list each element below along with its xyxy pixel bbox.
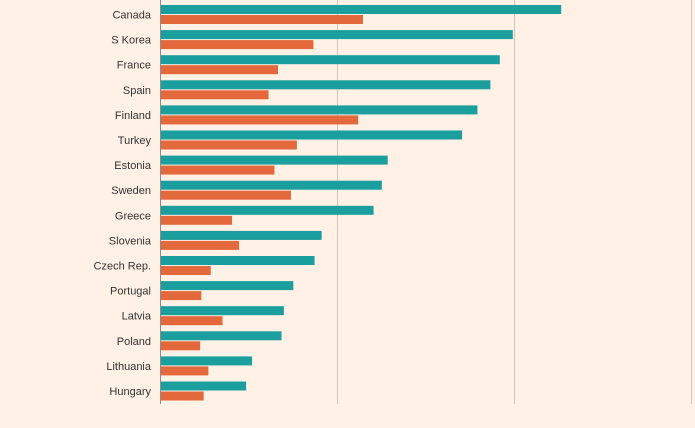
category-label-greece: Greece [115, 210, 151, 222]
gridlines [337, 0, 692, 404]
bar-lithuania-series-1 [160, 356, 253, 366]
category-label-turkey: Turkey [118, 135, 152, 147]
bar-s-korea-series-2 [160, 40, 314, 50]
category-label-canada: Canada [112, 10, 151, 22]
bar-latvia-series-1 [160, 306, 284, 316]
category-label-czech-rep: Czech Rep. [94, 261, 151, 273]
bar-sweden-series-1 [160, 180, 382, 190]
bar-s-korea-series-1 [160, 30, 513, 40]
bars [160, 5, 562, 401]
bar-spain-series-2 [160, 90, 269, 100]
bar-czech-rep-series-2 [160, 266, 211, 275]
category-label-latvia: Latvia [122, 311, 152, 323]
category-label-sweden: Sweden [111, 185, 151, 197]
category-label-hungary: Hungary [109, 386, 151, 398]
category-label-lithuania: Lithuania [106, 361, 152, 373]
bar-poland-series-1 [160, 331, 282, 341]
bar-greece-series-1 [160, 205, 374, 215]
bar-slovenia-series-1 [160, 230, 322, 240]
bar-hungary-series-1 [160, 381, 247, 391]
bar-portugal-series-2 [160, 291, 202, 301]
bar-estonia-series-1 [160, 155, 388, 165]
bar-turkey-series-1 [160, 130, 463, 140]
bar-hungary-series-2 [160, 391, 204, 401]
bar-turkey-series-2 [160, 140, 297, 150]
bar-greece-series-2 [160, 215, 232, 225]
bar-latvia-series-2 [160, 316, 223, 326]
category-label-slovenia: Slovenia [109, 235, 152, 247]
category-label-france: France [117, 60, 151, 72]
category-label-poland: Poland [117, 336, 151, 348]
bar-finland-series-1 [160, 105, 478, 115]
bar-slovenia-series-2 [160, 240, 240, 250]
category-label-finland: Finland [115, 110, 151, 122]
bar-finland-series-2 [160, 115, 359, 125]
bar-france-series-1 [160, 55, 500, 65]
category-labels: Canada S Korea France Spain Finland Turkey Est… [94, 10, 152, 399]
bar-france-series-2 [160, 65, 278, 75]
bar-czech-rep-series-1 [160, 256, 315, 265]
bar-estonia-series-2 [160, 165, 275, 175]
bar-spain-series-1 [160, 80, 491, 90]
bar-portugal-series-1 [160, 281, 294, 291]
category-label-s-korea: S Korea [111, 35, 152, 47]
category-label-portugal: Portugal [110, 286, 151, 298]
bar-canada-series-2 [160, 15, 363, 24]
bar-lithuania-series-2 [160, 366, 209, 376]
category-label-estonia: Estonia [114, 160, 152, 172]
bar-sweden-series-2 [160, 190, 291, 200]
category-label-spain: Spain [123, 85, 151, 97]
bar-poland-series-2 [160, 341, 201, 351]
bar-canada-series-1 [160, 5, 562, 14]
